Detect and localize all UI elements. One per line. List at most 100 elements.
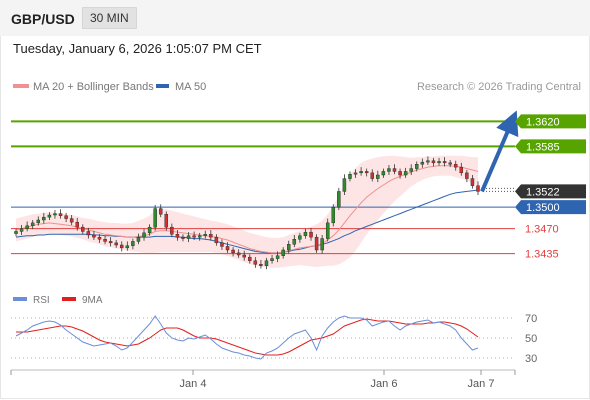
candle-body	[103, 239, 107, 242]
bollinger-band-area	[16, 155, 478, 268]
level-label-1.3620: 1.3620	[526, 116, 560, 128]
candle-body	[442, 161, 447, 164]
level-labels: 1.3620 1.3585 1.3522 1.3500 1.3470 1.3435	[515, 114, 586, 261]
candle-body	[309, 231, 313, 238]
candle-body	[81, 226, 85, 232]
candle-body	[342, 178, 347, 192]
candle-body	[398, 171, 402, 176]
candle-body	[125, 245, 130, 249]
candle-body	[331, 206, 336, 224]
candle-body	[259, 264, 263, 266]
candle-body	[164, 214, 169, 228]
candle-body	[69, 218, 74, 223]
candle-body	[281, 249, 285, 256]
candle-body	[92, 234, 96, 238]
candle-body	[431, 160, 436, 164]
candle-body	[337, 191, 341, 208]
level-label-1.3470: 1.3470	[525, 224, 559, 236]
level-tag-1.3522	[515, 184, 586, 199]
credit-label: Research © 2026 Trading Central	[417, 81, 581, 93]
candle-body	[248, 256, 252, 261]
candle-body	[253, 260, 258, 265]
ma20-line	[15, 165, 479, 254]
candle-body	[158, 208, 163, 215]
candle-body	[147, 226, 152, 234]
candle-body	[47, 214, 52, 218]
candle-body	[320, 238, 324, 251]
candle-body	[348, 174, 352, 179]
ma50-legend-swatch	[156, 84, 169, 88]
candle-body	[53, 213, 57, 216]
candle-body	[181, 236, 185, 239]
candle-body	[275, 255, 280, 259]
candle-body	[448, 162, 452, 165]
candle-body	[120, 244, 124, 249]
level-label-1.3585: 1.3585	[526, 141, 560, 153]
bollinger-bands	[16, 155, 478, 268]
x-tick-label-jan-6: Jan 6	[371, 378, 398, 390]
candle-body	[476, 185, 480, 192]
candle-body	[97, 236, 102, 240]
rsi-legend-label: RSI	[33, 295, 50, 306]
level-label-1.3522: 1.3522	[526, 186, 560, 198]
rsi-level-label-70: 70	[525, 313, 537, 325]
candle-body	[409, 168, 413, 172]
rsi-ma9-line	[16, 318, 479, 356]
ma9-legend-label: 9MA	[82, 295, 103, 306]
candle-body	[270, 258, 274, 261]
candle-body	[264, 260, 269, 266]
candle-body	[292, 239, 297, 245]
candle-body	[470, 178, 475, 186]
candle-body	[459, 166, 464, 174]
candle-body	[314, 236, 319, 251]
rsi-level-label-30: 30	[525, 353, 537, 365]
chart-header: GBP/USD 30 MIN	[0, 0, 590, 36]
candle-body	[403, 171, 408, 176]
candle-body	[75, 221, 79, 228]
candle-body	[192, 235, 196, 238]
rsi-legend-swatch	[13, 297, 27, 301]
x-tick-label-jan-4: Jan 4	[180, 378, 207, 390]
candle-body	[220, 242, 224, 247]
x-axis: Jan 4 Jan 6 Jan 7	[10, 370, 516, 390]
candle-body	[36, 219, 40, 224]
candle-body	[359, 171, 363, 174]
level-label-1.3500: 1.3500	[526, 202, 560, 214]
rsi-line	[15, 315, 479, 360]
candle-body	[437, 161, 441, 164]
ma50-legend-label: MA 50	[175, 81, 206, 93]
ma9-legend-swatch	[62, 297, 76, 301]
candle-body	[303, 231, 308, 236]
target-arrow-line	[480, 110, 519, 193]
candle-body	[420, 161, 425, 165]
candle-body	[242, 254, 246, 258]
candles	[14, 156, 480, 270]
symbol-label: GBP/USD	[11, 11, 75, 27]
chart-date: Tuesday, January 6, 2026 1:05:07 PM CET	[13, 41, 262, 56]
candle-body	[381, 171, 386, 176]
candle-body	[426, 160, 430, 163]
candle-body	[86, 231, 91, 236]
candle-body	[19, 228, 24, 232]
candle-body	[376, 174, 380, 179]
candle-body	[209, 234, 213, 238]
candle-body	[197, 235, 202, 238]
candle-body	[142, 232, 146, 238]
candle-body	[114, 242, 118, 246]
candle-body	[64, 215, 68, 219]
level-tag-1.3620	[515, 114, 586, 129]
candle-body	[353, 172, 358, 175]
candle-body	[231, 249, 235, 254]
timeframe-button[interactable]: 30 MIN	[82, 7, 137, 29]
x-tick-label-jan-7: Jan 7	[468, 378, 495, 390]
candle-body	[175, 234, 180, 238]
candle-body	[298, 235, 302, 240]
target-arrow	[480, 110, 519, 193]
candle-body	[392, 168, 397, 172]
candle-body	[108, 241, 113, 244]
candle-body	[325, 222, 330, 239]
candle-body	[454, 164, 458, 168]
candle-body	[364, 171, 369, 174]
candle-body	[287, 244, 291, 251]
candle-body	[387, 168, 391, 172]
